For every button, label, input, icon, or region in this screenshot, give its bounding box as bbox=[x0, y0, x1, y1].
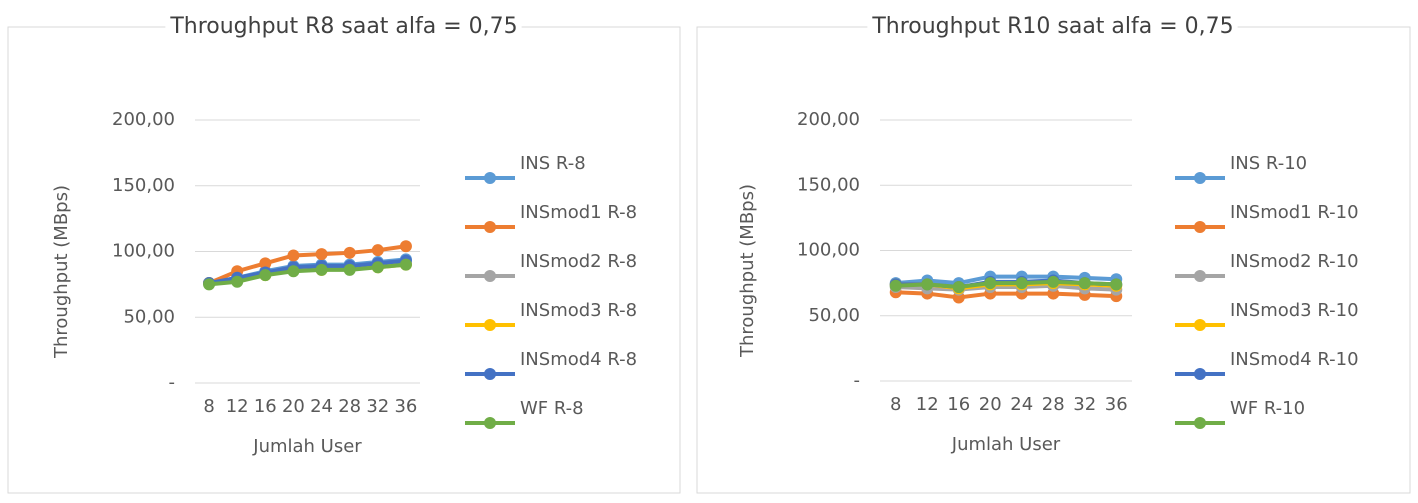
legend-label: INSmod3 R-8 bbox=[520, 300, 637, 321]
y-tick-label: 100,00 bbox=[112, 241, 175, 262]
x-tick-label: 12 bbox=[226, 396, 249, 417]
y-tick-label: 50,00 bbox=[808, 305, 860, 326]
point bbox=[287, 249, 300, 262]
y-tick-label: 200,00 bbox=[112, 109, 175, 130]
point bbox=[203, 278, 216, 291]
legend-marker bbox=[484, 368, 496, 380]
point bbox=[399, 240, 412, 253]
legend-label: INSmod2 R-8 bbox=[520, 251, 637, 272]
point bbox=[315, 263, 328, 276]
point bbox=[343, 246, 356, 259]
point bbox=[399, 258, 412, 271]
chart-title: Throughput R8 saat alfa = 0,75 bbox=[169, 14, 517, 39]
x-tick-label: 12 bbox=[916, 394, 939, 415]
x-tick-label: 16 bbox=[947, 394, 970, 415]
x-tick-label: 32 bbox=[366, 396, 389, 417]
y-tick-label: 150,00 bbox=[797, 174, 860, 195]
x-tick-label: 20 bbox=[282, 396, 305, 417]
y-axis-label: Throughput (MBps) bbox=[51, 185, 72, 359]
point bbox=[287, 265, 300, 278]
point bbox=[1015, 277, 1028, 290]
y-tick-label: 50,00 bbox=[123, 306, 175, 327]
y-tick-label: 200,00 bbox=[797, 109, 860, 130]
y-tick-label: - bbox=[854, 370, 861, 391]
legend-marker bbox=[1194, 270, 1206, 282]
x-tick-label: 8 bbox=[890, 394, 901, 415]
x-tick-label: 24 bbox=[310, 396, 333, 417]
point bbox=[921, 278, 934, 291]
x-tick-label: 32 bbox=[1073, 394, 1096, 415]
legend-marker bbox=[484, 221, 496, 233]
panel bbox=[7, 26, 681, 494]
point bbox=[1110, 278, 1123, 291]
legend-label: INSmod2 R-10 bbox=[1230, 251, 1359, 272]
x-tick-label: 28 bbox=[1042, 394, 1065, 415]
x-tick-label: 16 bbox=[254, 396, 277, 417]
point bbox=[984, 277, 997, 290]
y-axis-label: Throughput (MBps) bbox=[737, 184, 758, 358]
legend-marker bbox=[484, 270, 496, 282]
point bbox=[371, 261, 384, 274]
point bbox=[371, 244, 384, 257]
point bbox=[315, 248, 328, 261]
legend-label: INSmod4 R-8 bbox=[520, 349, 637, 370]
point bbox=[231, 275, 244, 288]
point bbox=[343, 263, 356, 276]
point bbox=[889, 279, 902, 292]
x-tick-label: 24 bbox=[1010, 394, 1033, 415]
x-axis-label: Jumlah User bbox=[951, 434, 1061, 455]
legend-marker bbox=[1194, 319, 1206, 331]
title-bg bbox=[867, 14, 1238, 39]
legend-label: INSmod4 R-10 bbox=[1230, 349, 1359, 370]
legend-label: WF R-8 bbox=[520, 398, 584, 419]
legend-label: INS R-8 bbox=[520, 153, 586, 174]
x-tick-label: 28 bbox=[338, 396, 361, 417]
chart-title: Throughput R10 saat alfa = 0,75 bbox=[871, 14, 1233, 39]
legend-marker bbox=[484, 172, 496, 184]
legend-label: INSmod1 R-10 bbox=[1230, 202, 1359, 223]
legend-label: INSmod1 R-8 bbox=[520, 202, 637, 223]
legend-label: WF R-10 bbox=[1230, 398, 1305, 419]
title-bg bbox=[165, 14, 522, 39]
x-tick-label: 36 bbox=[394, 396, 417, 417]
x-tick-label: 8 bbox=[203, 396, 214, 417]
point bbox=[1047, 275, 1060, 288]
legend-marker bbox=[484, 319, 496, 331]
legend-label: INS R-10 bbox=[1230, 153, 1307, 174]
y-tick-label: 150,00 bbox=[112, 175, 175, 196]
y-tick-label: 100,00 bbox=[797, 240, 860, 261]
y-tick-label: - bbox=[169, 372, 176, 393]
legend-marker bbox=[1194, 172, 1206, 184]
legend-marker bbox=[1194, 368, 1206, 380]
x-axis-label: Jumlah User bbox=[252, 436, 362, 457]
point bbox=[259, 269, 272, 282]
point bbox=[952, 281, 965, 294]
legend-marker bbox=[484, 417, 496, 429]
legend-marker bbox=[1194, 221, 1206, 233]
point bbox=[259, 257, 272, 270]
panel bbox=[696, 26, 1411, 494]
x-tick-label: 20 bbox=[979, 394, 1002, 415]
legend-label: INSmod3 R-10 bbox=[1230, 300, 1359, 321]
point bbox=[1078, 277, 1091, 290]
x-tick-label: 36 bbox=[1105, 394, 1128, 415]
legend-marker bbox=[1194, 417, 1206, 429]
